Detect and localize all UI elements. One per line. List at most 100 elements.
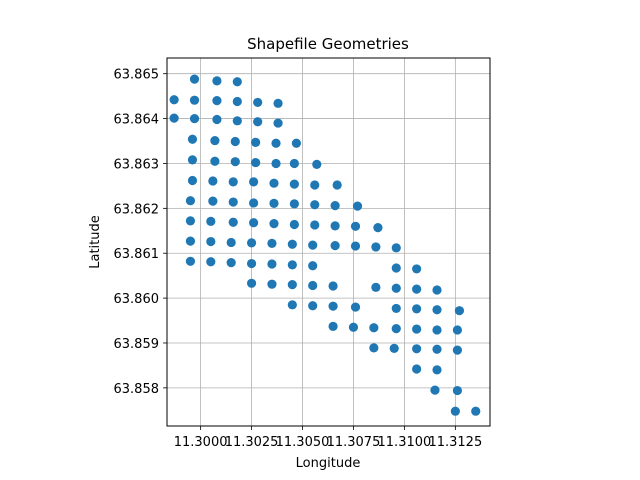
data-point [189, 113, 200, 124]
x-tick-label: 11.3050 [276, 435, 330, 450]
data-point [369, 323, 379, 333]
data-point [169, 95, 179, 105]
data-point [330, 240, 340, 251]
data-point [412, 324, 422, 334]
data-point [291, 138, 302, 148]
data-point [289, 219, 299, 230]
data-point [189, 74, 200, 84]
data-point [330, 221, 340, 231]
x-axis-label: Longitude [296, 456, 361, 471]
data-point [253, 97, 263, 108]
data-point [308, 280, 318, 291]
data-point [273, 118, 283, 128]
data-point [246, 278, 257, 288]
data-point [287, 300, 297, 310]
data-point [169, 113, 179, 123]
data-point [228, 217, 238, 227]
data-point [308, 301, 318, 311]
y-tick-label: 63.865 [114, 68, 160, 83]
data-point [430, 385, 440, 395]
data-point [206, 216, 216, 226]
data-point [289, 179, 299, 189]
data-point [230, 136, 240, 147]
y-tick-label: 63.860 [114, 292, 160, 307]
data-point [310, 220, 320, 230]
data-point [246, 258, 257, 269]
data-points [169, 74, 481, 416]
data-point [330, 201, 340, 211]
plot-frame [166, 57, 491, 427]
data-point [352, 201, 363, 211]
data-point [271, 158, 281, 169]
data-point [412, 264, 422, 274]
data-point [391, 263, 401, 273]
gridlines [167, 58, 490, 426]
data-point [432, 285, 442, 295]
data-point [226, 258, 236, 268]
data-point [267, 279, 277, 289]
data-point [232, 116, 242, 126]
data-point [391, 243, 401, 253]
data-point [328, 281, 338, 291]
y-tick-label: 63.864 [114, 113, 160, 128]
data-point [273, 98, 283, 108]
data-point [310, 200, 320, 210]
data-point [249, 198, 259, 208]
data-point [228, 197, 238, 207]
data-point [185, 236, 196, 246]
data-point [249, 177, 259, 187]
y-tick-label: 63.863 [114, 157, 160, 172]
data-point [432, 365, 442, 375]
data-point [253, 117, 263, 127]
data-point [228, 177, 238, 187]
data-point [269, 219, 279, 229]
x-tick-label: 11.3125 [428, 435, 482, 450]
data-point [206, 257, 216, 267]
data-point [391, 303, 401, 314]
data-point [185, 256, 196, 266]
x-tick-label: 11.3075 [327, 435, 381, 450]
data-point [287, 239, 297, 249]
data-point [212, 114, 222, 125]
data-point [267, 259, 277, 269]
data-point [289, 199, 299, 209]
data-point [391, 324, 401, 334]
data-point [251, 157, 261, 168]
data-point [452, 385, 462, 396]
y-axis-ticks: 63.858 63.859 63.860 63.861 63.862 63.863 63.8… [114, 68, 167, 397]
data-point [371, 242, 381, 252]
data-point [452, 345, 462, 355]
data-point [328, 301, 338, 311]
data-point [371, 282, 381, 292]
data-point [232, 96, 242, 107]
data-point [412, 304, 422, 314]
data-point [412, 364, 422, 374]
data-point [189, 95, 200, 105]
data-point [332, 180, 342, 190]
data-point [350, 221, 361, 231]
data-point [452, 325, 462, 335]
y-tick-label: 63.861 [114, 247, 160, 262]
y-tick-label: 63.858 [114, 382, 160, 397]
data-point [369, 343, 379, 353]
y-tick-label: 63.859 [114, 337, 160, 352]
data-point [432, 325, 442, 335]
data-point [391, 283, 401, 293]
data-point [471, 406, 481, 416]
data-point [187, 175, 198, 186]
data-point [350, 302, 361, 312]
data-point [287, 280, 297, 290]
data-point [348, 322, 359, 332]
y-tick-label: 63.862 [114, 202, 160, 217]
x-axis-ticks: 11.300011.302511.305011.307511.310011.31… [174, 426, 482, 450]
data-point [308, 261, 318, 271]
data-point [412, 284, 422, 294]
data-point [212, 96, 222, 106]
data-point [208, 176, 218, 186]
chart-title: Shapefile Geometries [247, 35, 409, 53]
data-point [328, 321, 338, 331]
data-point [230, 157, 240, 167]
data-point [232, 77, 242, 87]
